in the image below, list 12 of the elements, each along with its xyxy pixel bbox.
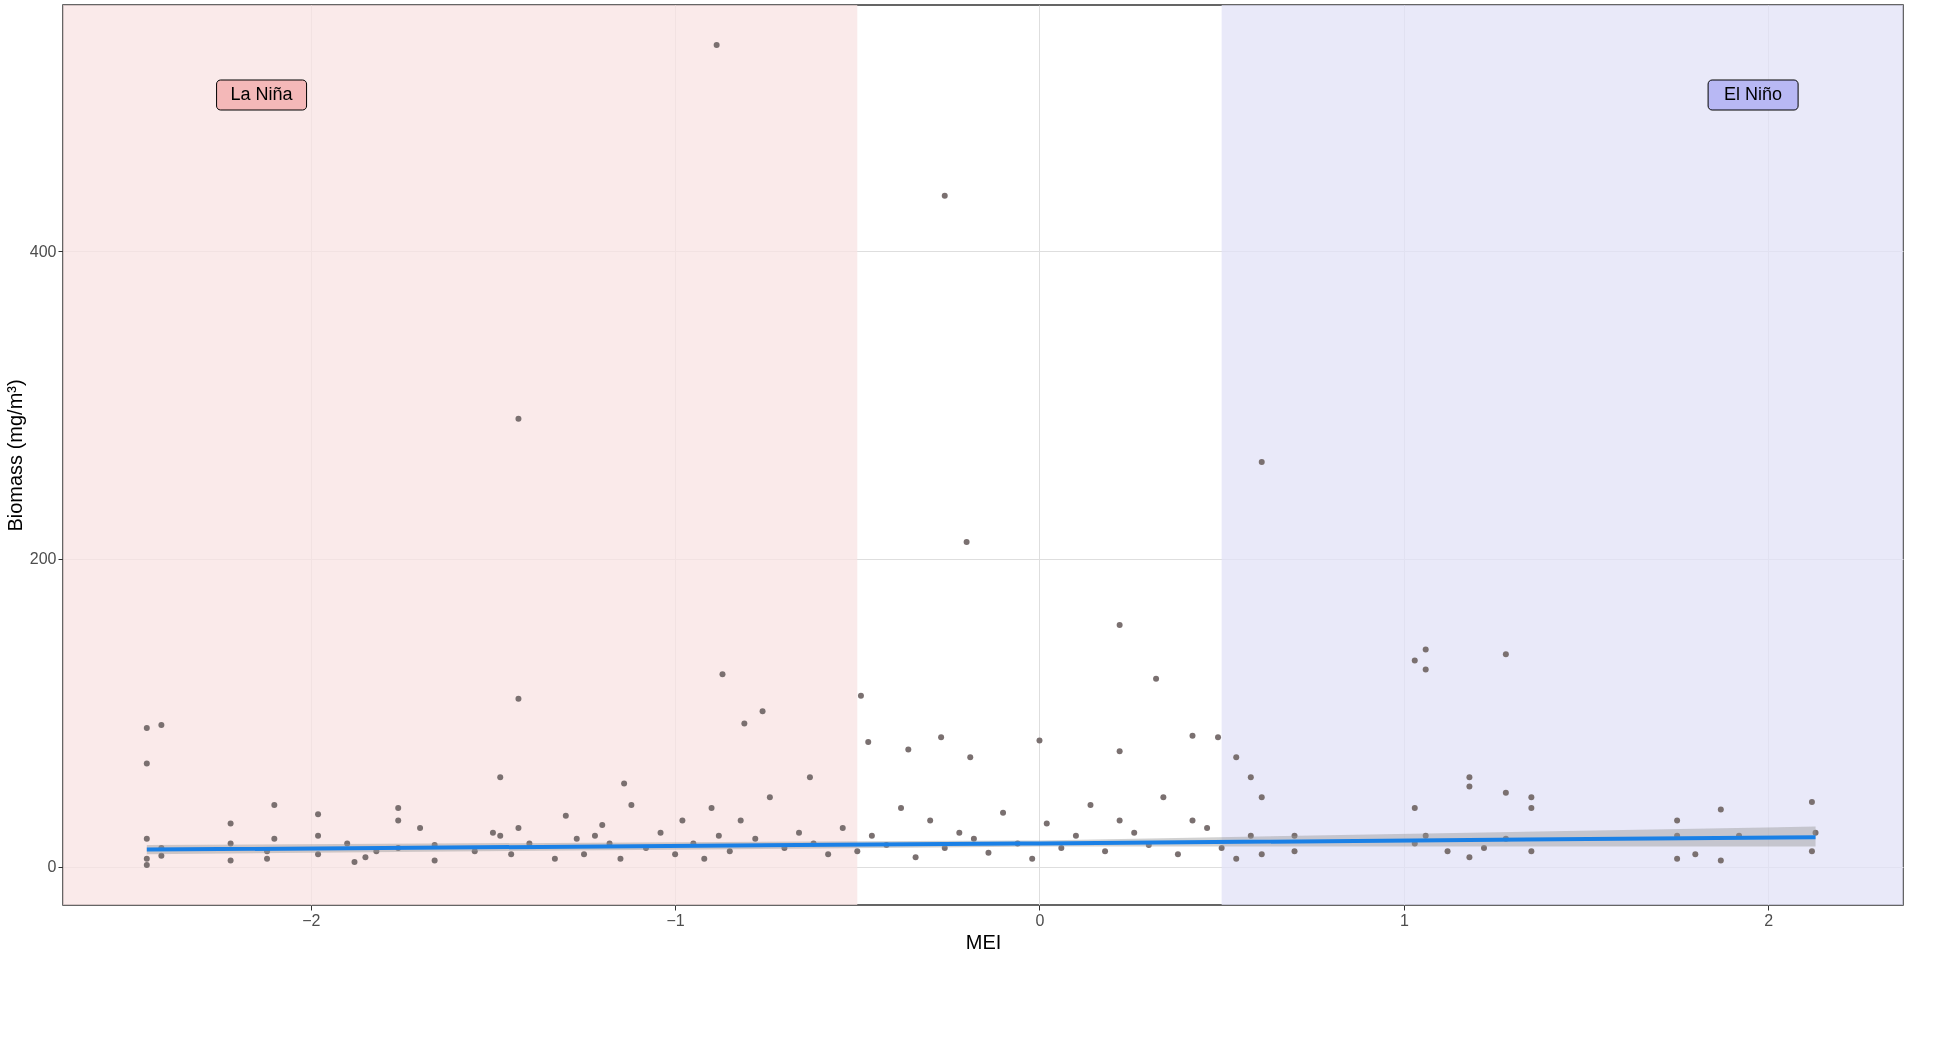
- x-axis-title: MEI: [965, 930, 1002, 953]
- y-tick-label: 400: [29, 242, 57, 260]
- x-tick-label: 2: [1764, 911, 1774, 929]
- band-label: La Niña: [230, 84, 294, 104]
- y-tick-label: 200: [29, 550, 57, 568]
- x-tick-label: −1: [666, 911, 685, 929]
- band-label: El Niño: [1724, 84, 1783, 104]
- x-tick-label: 1: [1399, 911, 1409, 929]
- x-tick-label: −2: [302, 911, 321, 929]
- x-tick-label: 0: [1035, 911, 1045, 929]
- y-tick-label: 0: [47, 858, 57, 876]
- y-axis-title: Biomass (mg/m³): [3, 379, 26, 532]
